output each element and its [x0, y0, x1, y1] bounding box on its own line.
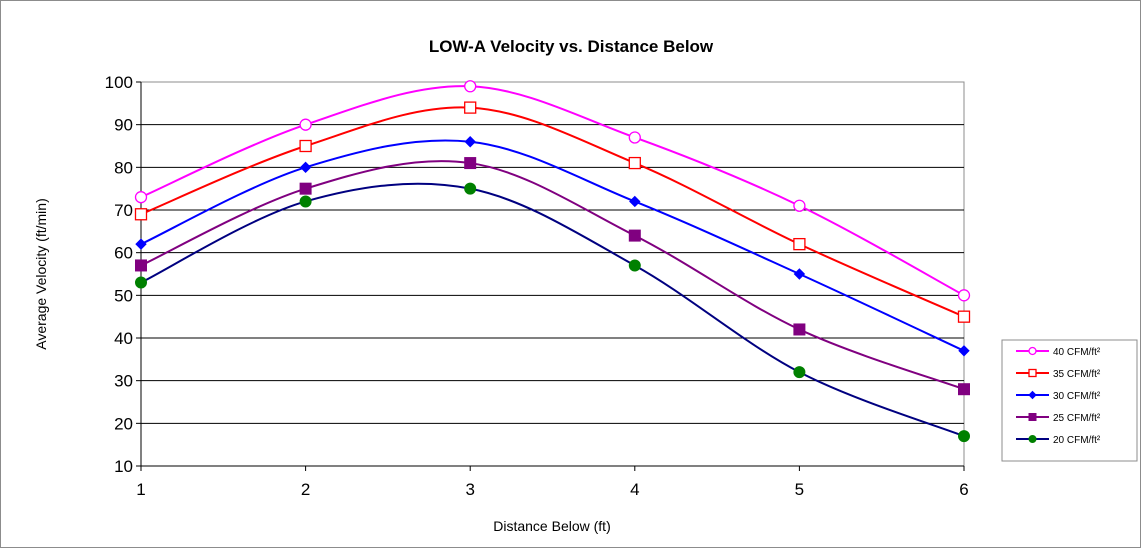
series-2 [135, 136, 970, 357]
legend-item: 25 CFM/ft² [1016, 413, 1101, 424]
data-point [958, 430, 970, 443]
data-point [793, 323, 806, 336]
y-tick-label: 70 [114, 201, 133, 220]
series-3 [135, 157, 970, 396]
data-point [299, 182, 312, 195]
data-point [628, 259, 641, 272]
data-point [793, 199, 806, 212]
data-point [628, 229, 641, 242]
data-point [299, 118, 312, 131]
data-point [135, 238, 147, 250]
data-point [957, 310, 971, 323]
data-point [793, 268, 806, 280]
data-point [793, 366, 806, 379]
data-point [299, 161, 312, 174]
data-point [464, 101, 477, 114]
legend-swatch-marker [1028, 390, 1037, 400]
x-tick-label: 6 [959, 480, 968, 499]
data-point [135, 276, 147, 289]
x-tick-label: 4 [630, 480, 639, 499]
y-axis-label: Average Velocity (ft/min) [33, 198, 49, 349]
legend-swatch-marker [1028, 435, 1037, 443]
data-point [464, 136, 476, 148]
chart-title: LOW-A Velocity vs. Distance Below [429, 37, 714, 56]
legend-box [1001, 339, 1138, 462]
data-point [134, 191, 148, 204]
data-point [793, 237, 806, 251]
data-point [957, 289, 971, 302]
plot-area [140, 81, 965, 467]
legend-swatch-marker [1028, 346, 1037, 356]
legend-label: 30 CFM/ft² [1053, 391, 1101, 402]
x-tick-label: 2 [301, 480, 310, 499]
y-tick-label: 80 [114, 158, 133, 177]
series-4 [135, 182, 970, 443]
legend-item: 20 CFM/ft² [1016, 435, 1101, 446]
series-line [140, 106, 965, 318]
data-point [464, 80, 477, 93]
legend-label: 20 CFM/ft² [1053, 435, 1101, 446]
legend-label: 25 CFM/ft² [1053, 413, 1101, 424]
series-group [134, 80, 971, 443]
legend-item: 35 CFM/ft² [1016, 368, 1101, 380]
data-point [628, 131, 641, 144]
legend-item: 40 CFM/ft² [1016, 346, 1101, 358]
y-tick-label: 100 [105, 73, 133, 92]
series-line [140, 139, 965, 352]
series-0 [134, 80, 971, 302]
x-tick-label: 1 [136, 480, 145, 499]
x-tick-label: 5 [795, 480, 804, 499]
data-point [629, 195, 641, 208]
x-axis-label: Distance Below (ft) [493, 518, 610, 534]
legend-label: 40 CFM/ft² [1053, 347, 1101, 358]
y-tick-label: 10 [114, 457, 133, 476]
data-point [958, 345, 970, 357]
y-tick-label: 50 [114, 286, 133, 305]
data-point [958, 383, 970, 396]
series-1 [134, 101, 971, 323]
series-line [140, 160, 965, 391]
legend: 40 CFM/ft² 35 CFM/ft² 30 CFM/ft² 25 CFM/ft²… [1001, 339, 1138, 462]
data-point [135, 259, 147, 272]
data-point [464, 157, 477, 170]
data-point [464, 182, 477, 195]
y-tick-label: 90 [114, 116, 133, 135]
data-point [134, 208, 148, 221]
series-line [140, 182, 965, 438]
x-axis: 1 2 3 4 5 6 [136, 465, 969, 499]
y-tick-label: 60 [114, 244, 133, 263]
legend-item: 30 CFM/ft² [1016, 390, 1101, 402]
series-line [140, 85, 965, 297]
y-tick-label: 40 [114, 329, 133, 348]
legend-swatch-marker [1028, 368, 1037, 378]
y-tick-label: 20 [114, 414, 133, 433]
gridlines [141, 124, 964, 424]
data-point [299, 139, 312, 153]
data-point [299, 195, 312, 208]
y-tick-label: 30 [114, 372, 133, 391]
data-point [628, 156, 641, 170]
y-axis: 10 20 30 40 50 60 70 80 90 100 [105, 73, 142, 476]
legend-swatch-marker [1028, 413, 1037, 421]
legend-label: 35 CFM/ft² [1053, 369, 1101, 380]
x-tick-label: 3 [465, 480, 474, 499]
